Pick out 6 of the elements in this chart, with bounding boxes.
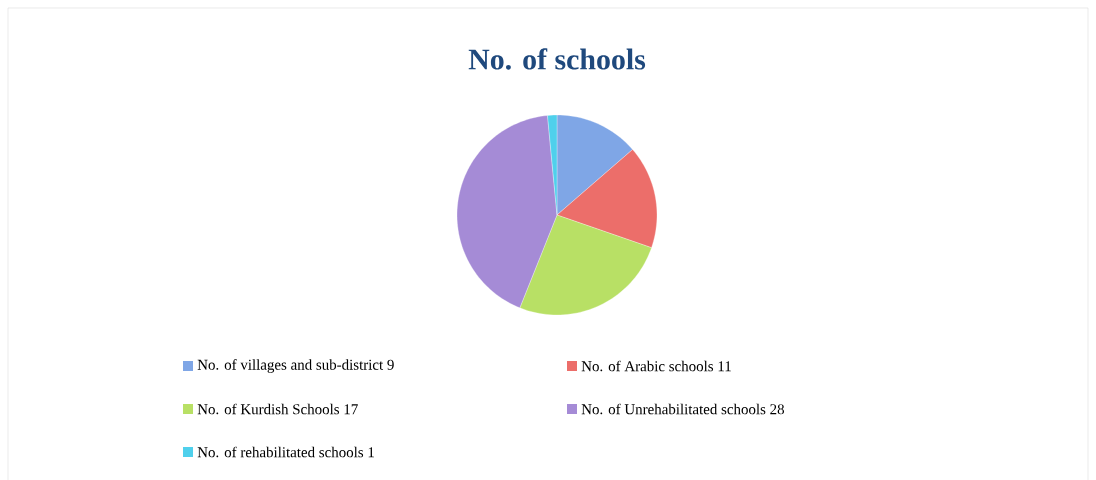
legend-label: No. of Kurdish Schools 17 [197, 403, 358, 415]
legend-label: No. of villages and sub-district 9 [197, 359, 394, 373]
chart-title: No. of schools [468, 48, 646, 70]
legend-label: No. of Unrehabilitated schools 28 [581, 403, 785, 415]
legend-label: No. of Arabic schools 11 [581, 360, 731, 372]
legend-label: No. of rehabilitated schools 1 [197, 446, 374, 458]
